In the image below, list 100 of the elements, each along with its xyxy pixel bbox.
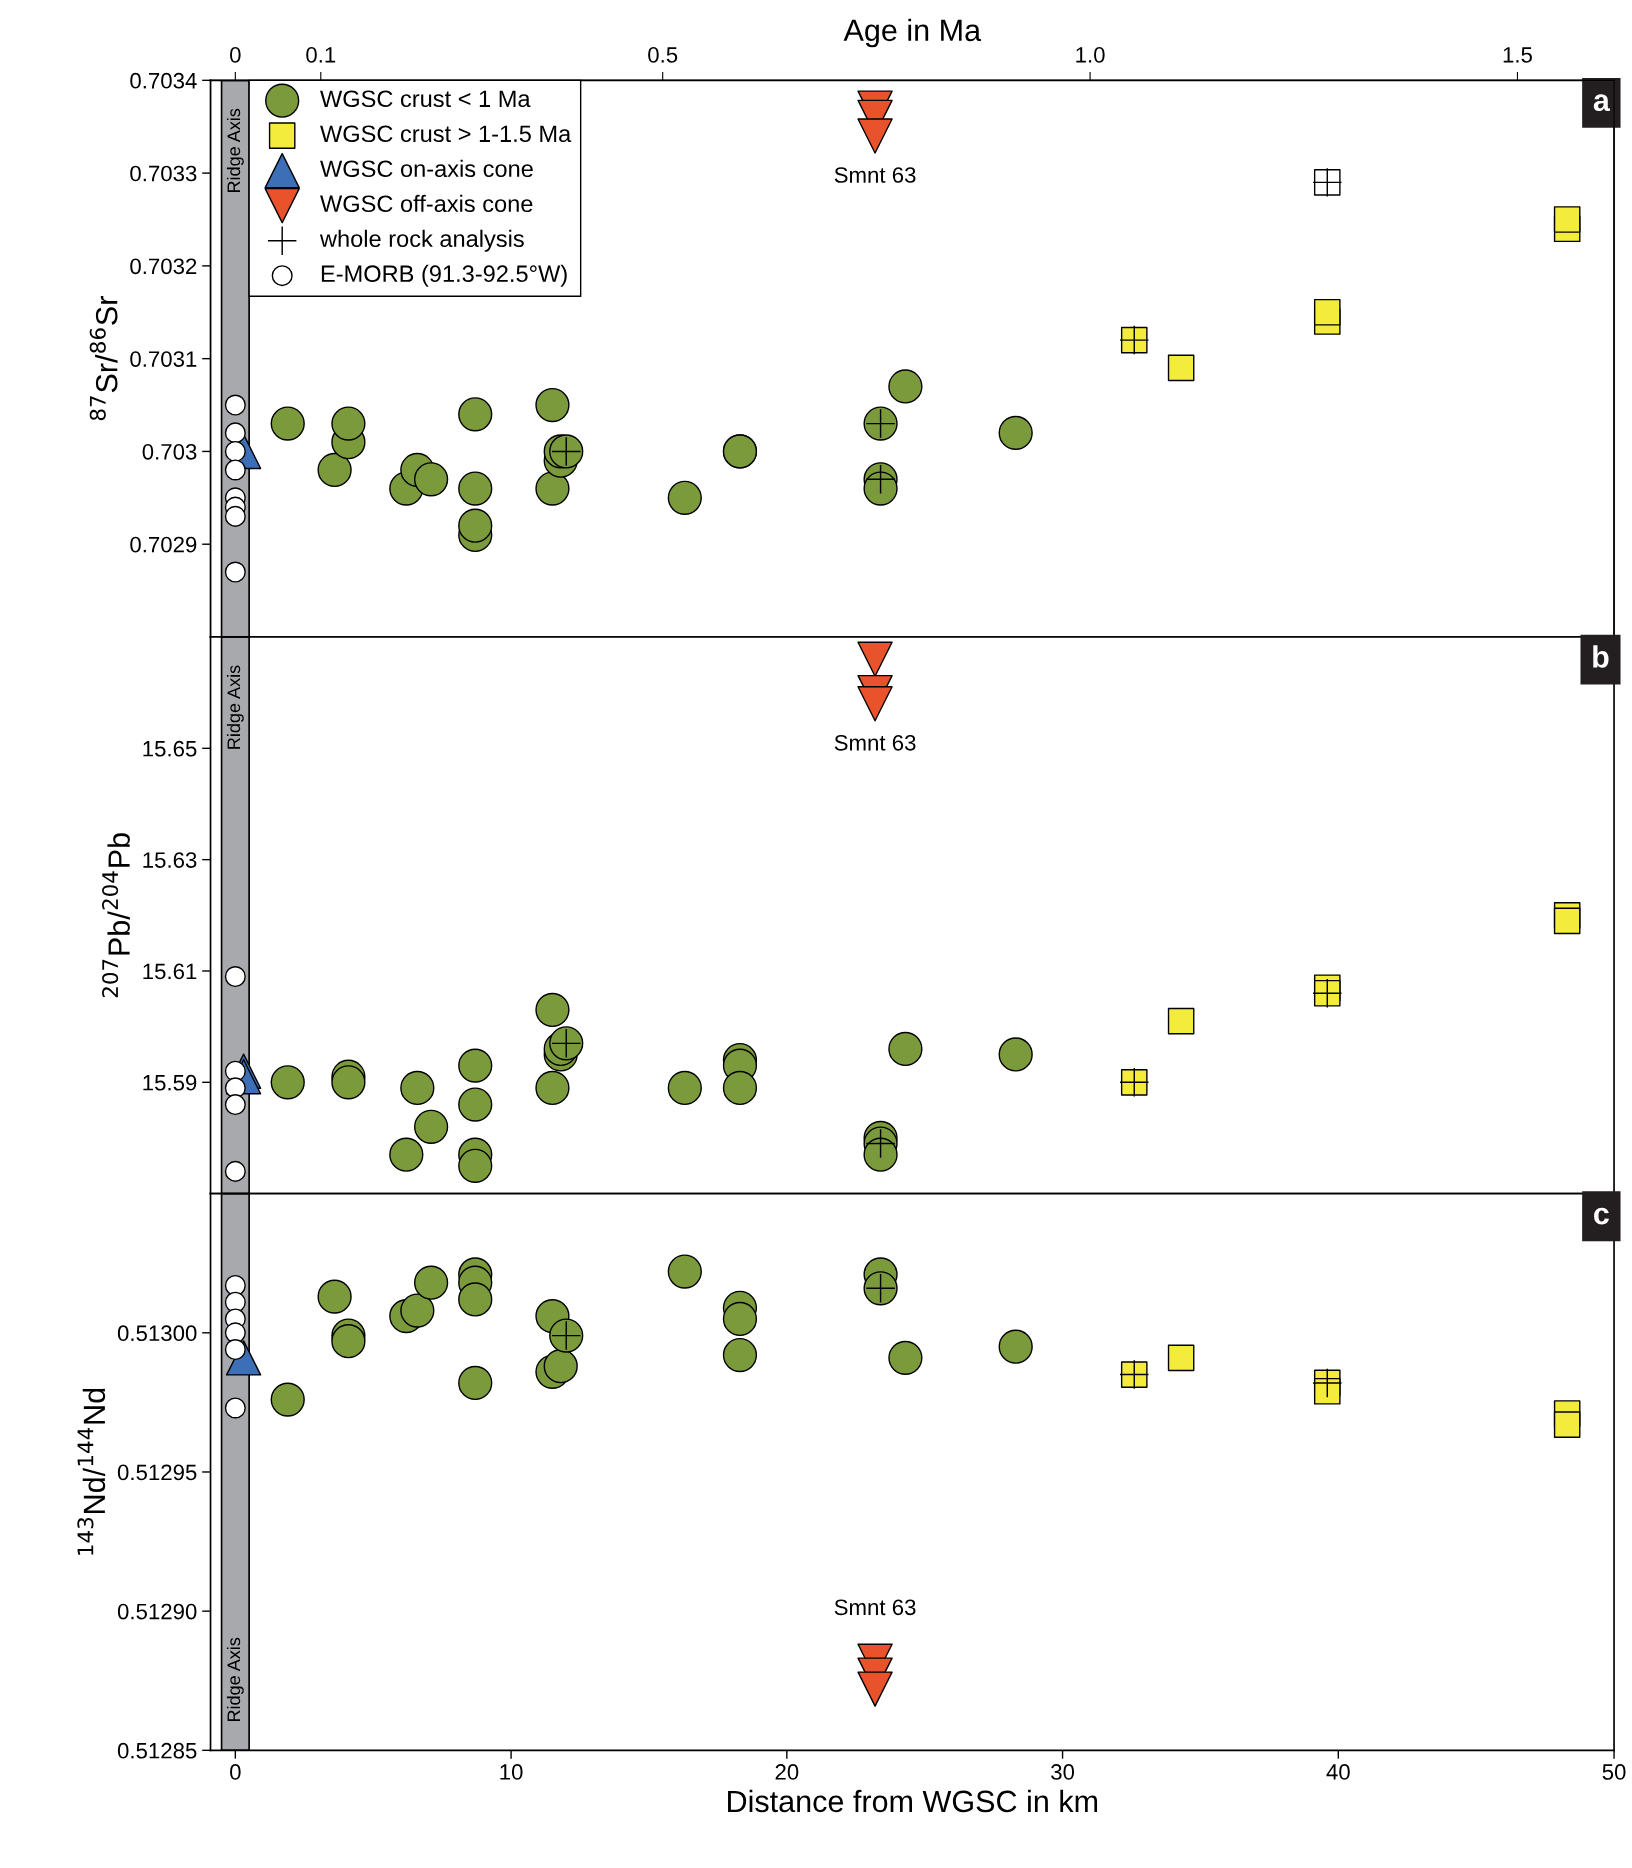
point: [863, 1137, 898, 1172]
point: [535, 471, 570, 506]
point: [888, 1340, 923, 1375]
point: [458, 1148, 493, 1183]
point: [331, 1065, 366, 1100]
point: [224, 1397, 246, 1419]
x2-tick-label: 1.0: [1076, 47, 1105, 63]
point: [224, 505, 246, 527]
x2-axis-title: Age in Ma: [843, 18, 982, 48]
point: [535, 1070, 570, 1106]
point: [458, 1087, 493, 1122]
point: [1313, 298, 1341, 326]
y-axis-title: $^{143}$Nd/$^{144}$Nd: [77, 1388, 106, 1555]
band-label: Ridge Axis: [226, 108, 244, 192]
y-axis-title: $^{87}$Sr/$^{86}$Sr: [89, 296, 118, 421]
point: [722, 1070, 758, 1106]
annotation: Smnt 63: [834, 167, 916, 183]
y-tick-label: 0.7031: [130, 351, 197, 367]
point: [667, 1254, 702, 1289]
point: [535, 992, 570, 1028]
point: [857, 686, 893, 722]
point: [535, 387, 570, 423]
point: [400, 1293, 435, 1328]
x-tick-label: 50: [1602, 1764, 1626, 1780]
y-tick-label: 0.51300: [117, 1325, 197, 1342]
x-tick-label: 0: [230, 1764, 241, 1780]
annotation: b: [1593, 645, 1609, 668]
y-tick-label: 0.7029: [130, 536, 197, 553]
legend-label: whole rock analysis: [319, 229, 524, 252]
y-tick-label: 0.7034: [130, 72, 197, 89]
legend-label: E-MORB (91.3-92.5°W): [321, 264, 567, 287]
point: [224, 966, 246, 988]
point: [389, 1137, 424, 1172]
point: [888, 1031, 923, 1067]
x-axis-title: Distance from WGSC in km: [728, 1789, 1098, 1813]
point: [1553, 1411, 1581, 1438]
y-tick-label: 15.63: [143, 852, 197, 868]
x2-tick-label: 1.5: [1503, 47, 1532, 63]
legend-label: WGSC on-axis cone: [320, 159, 533, 178]
annotation: Smnt 63: [834, 734, 916, 751]
point: [224, 1094, 246, 1116]
point: [458, 1365, 493, 1401]
point: [224, 1160, 246, 1182]
point: [270, 406, 305, 441]
point: [270, 1065, 305, 1100]
y-tick-label: 15.59: [143, 1074, 197, 1091]
band-label: Ridge Axis: [226, 665, 244, 749]
x-tick-label: 10: [500, 1764, 523, 1780]
point: [224, 459, 246, 481]
point: [998, 1037, 1033, 1072]
point: [1167, 354, 1195, 382]
point: [458, 1048, 493, 1083]
point: [667, 480, 702, 515]
point: [224, 422, 246, 444]
y-tick-label: 0.51290: [117, 1603, 197, 1620]
point: [331, 1324, 366, 1359]
x-tick-label: 30: [1051, 1764, 1075, 1780]
point: [888, 369, 923, 404]
point: [413, 462, 449, 497]
point: [458, 508, 493, 543]
x2-tick-label: 0: [230, 47, 241, 63]
annotation: Smnt 63: [834, 1599, 916, 1616]
point: [458, 1282, 493, 1317]
point: [317, 1279, 352, 1314]
band-label: Ridge Axis: [226, 1637, 244, 1721]
y-tick-label: 0.51295: [117, 1464, 197, 1481]
y-tick-label: 0.703: [142, 443, 197, 460]
x2-tick-label: 0.1: [306, 47, 336, 63]
point: [857, 641, 893, 677]
point: [270, 1382, 305, 1417]
legend-label: WGSC off-axis cone: [320, 194, 533, 213]
x2-tick-label: 0.5: [648, 47, 678, 63]
legend-label: WGSC crust < 1 Ma: [320, 90, 531, 108]
point: [863, 471, 898, 506]
point: [998, 415, 1033, 451]
y-tick-label: 0.7033: [130, 165, 197, 182]
y-tick-label: 15.65: [143, 740, 197, 757]
y-axis-title: $^{207}$Pb/$^{204}$Pb: [102, 833, 130, 998]
point: [1553, 206, 1581, 233]
point: [1167, 1344, 1195, 1372]
point: [458, 397, 493, 432]
point: [400, 1070, 435, 1106]
annotation: c: [1594, 1207, 1609, 1225]
point: [224, 561, 246, 583]
point: [543, 1349, 578, 1384]
point: [413, 1265, 449, 1300]
y-tick-label: 0.51285: [117, 1742, 197, 1759]
point: [458, 471, 493, 506]
y-tick-label: 15.61: [143, 963, 197, 980]
point: [998, 1329, 1033, 1364]
point: [722, 1337, 758, 1373]
x-tick-label: 40: [1326, 1764, 1350, 1780]
annotation: a: [1593, 94, 1611, 112]
y-tick-label: 0.7032: [130, 258, 197, 275]
point: [224, 394, 246, 416]
point: [857, 118, 893, 154]
point: [413, 1109, 449, 1144]
point: [331, 406, 366, 441]
point: [317, 452, 352, 488]
point: [722, 1301, 758, 1337]
